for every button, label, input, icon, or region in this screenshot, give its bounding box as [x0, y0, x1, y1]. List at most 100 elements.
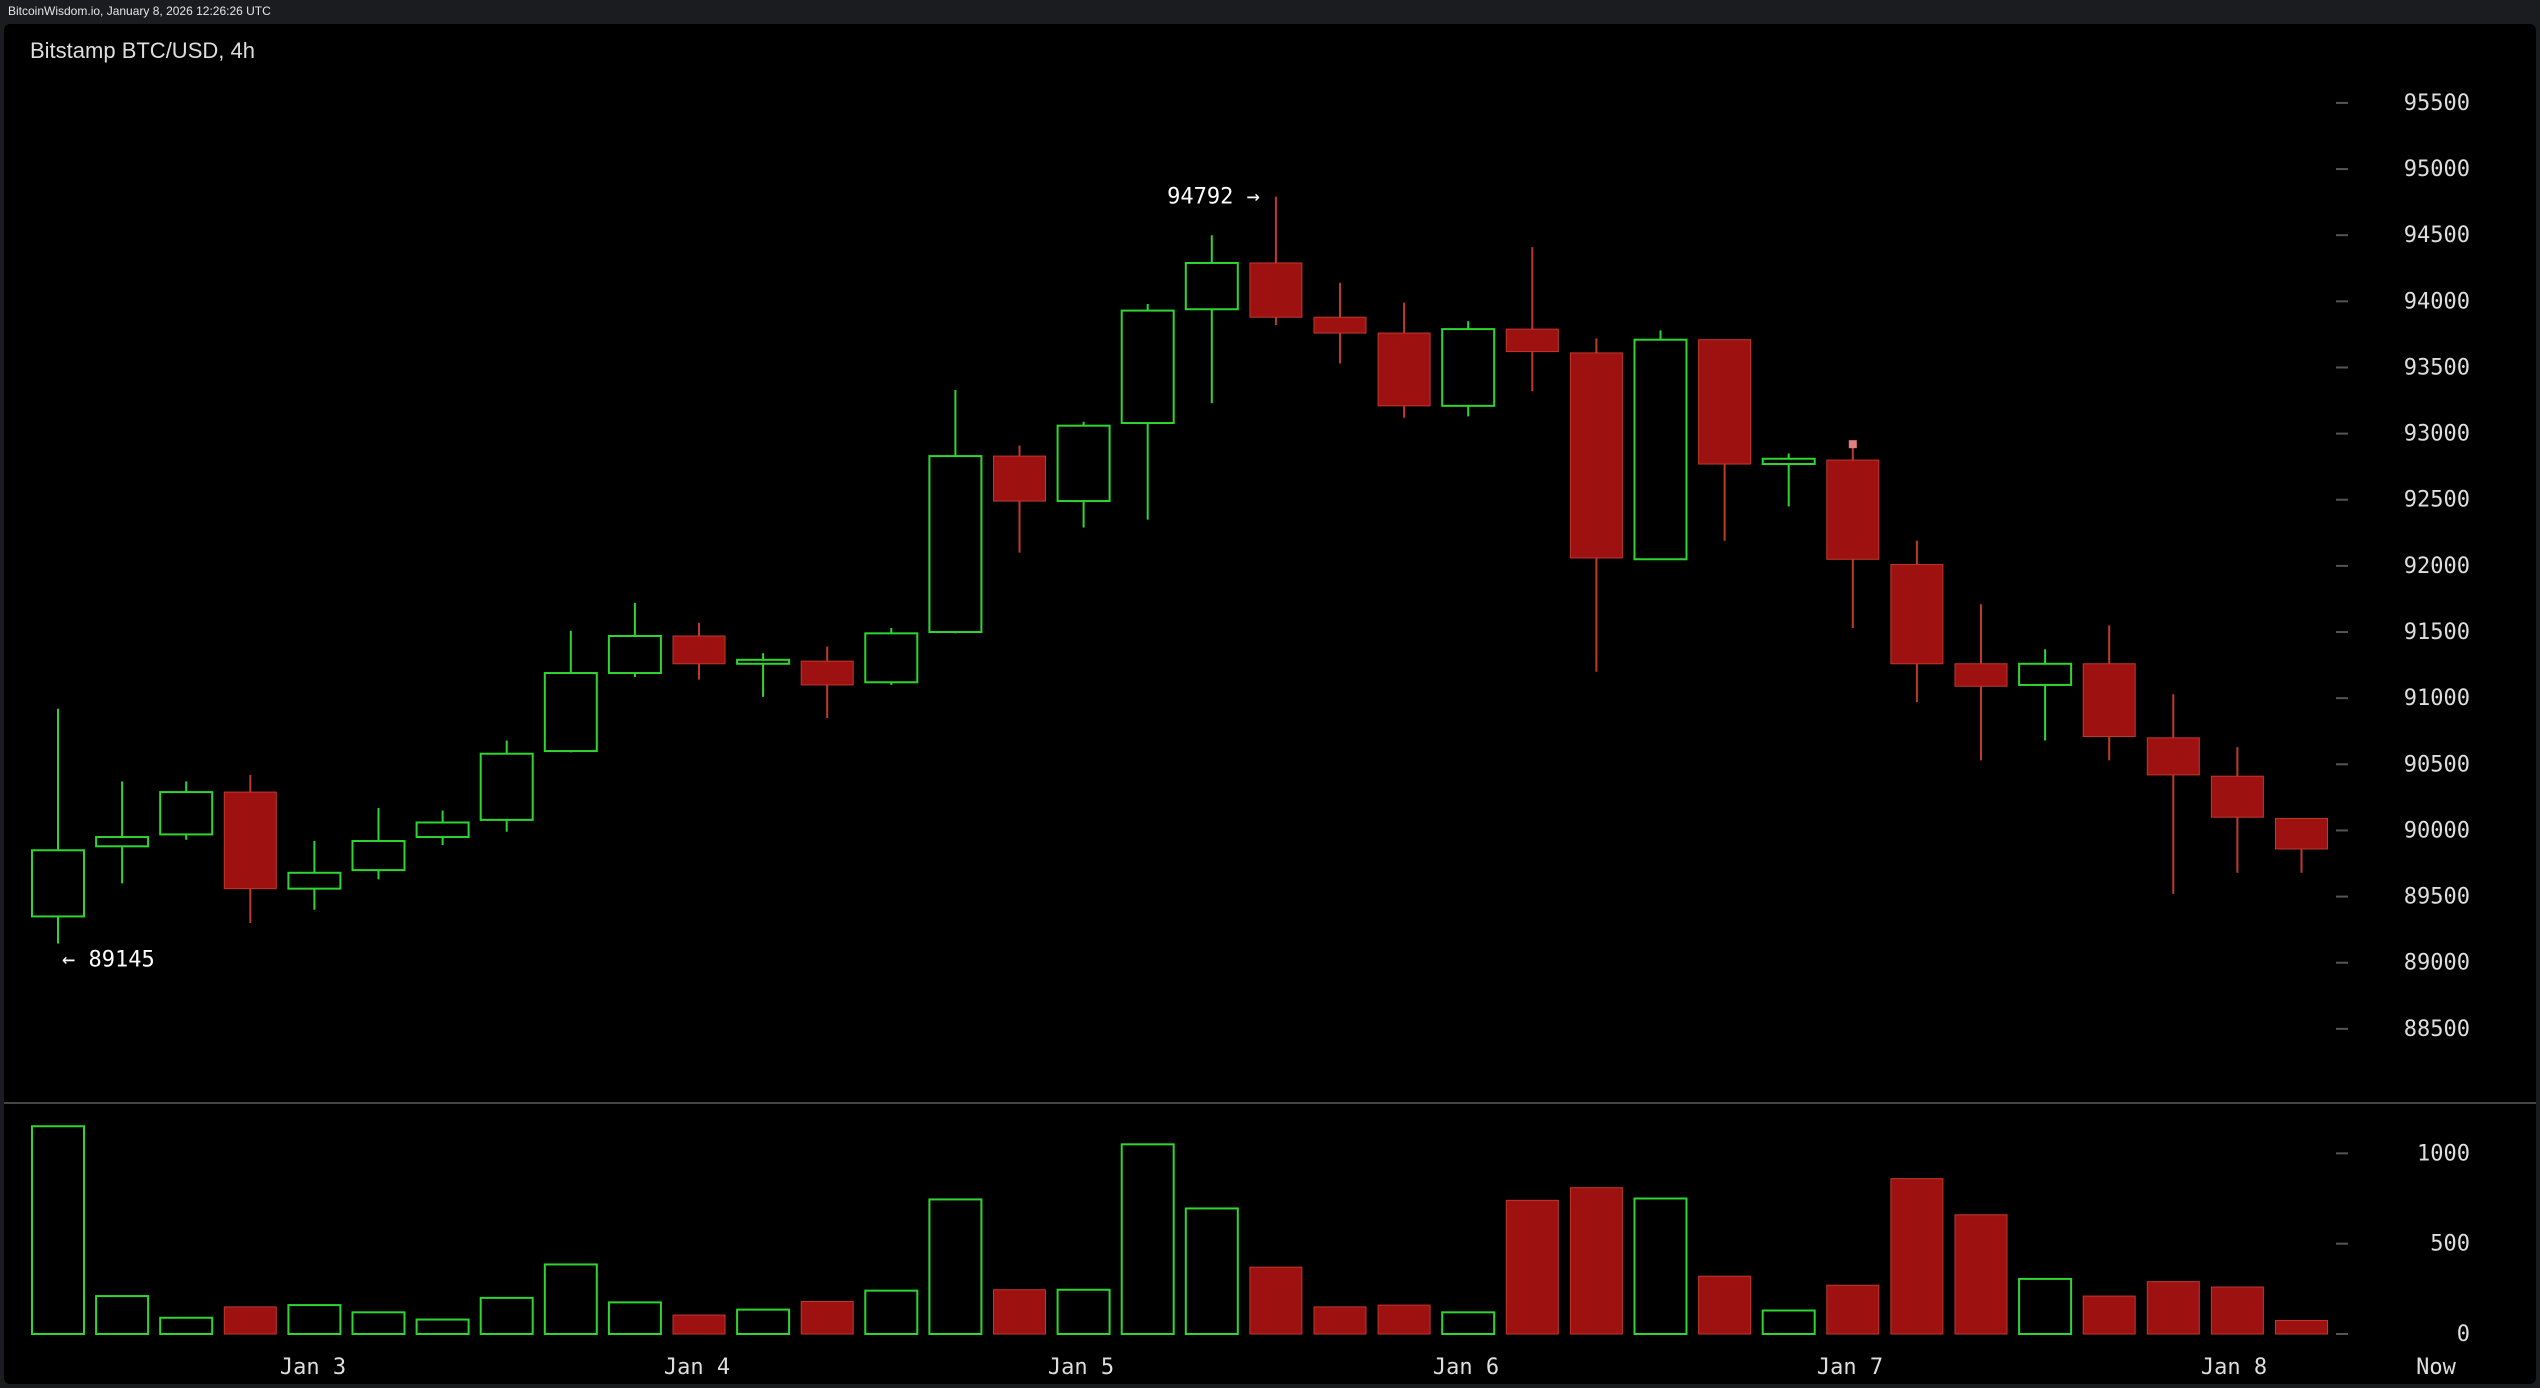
candle-up	[1441, 321, 1496, 417]
price-tick-label: 89000	[2404, 951, 2470, 976]
candle-up	[287, 841, 342, 910]
volume-bar-up	[95, 1295, 150, 1336]
candle-down	[1313, 282, 1367, 364]
candle-body	[1249, 262, 1303, 318]
price-tick-label: 92500	[2404, 488, 2470, 513]
marker-dot	[1848, 440, 1857, 449]
candle-up	[1761, 453, 1816, 507]
volume-bar-up	[1761, 1309, 1816, 1335]
candle-body	[1633, 338, 1688, 561]
candles-layer	[31, 196, 2328, 944]
price-tick-label: 90000	[2404, 818, 2470, 843]
candle-down	[1698, 339, 1752, 541]
candle-down	[1377, 302, 1431, 418]
candle-up	[31, 708, 85, 944]
volume-bar-up	[543, 1263, 598, 1336]
time-axis-label: Jan 5	[1048, 1355, 1114, 1380]
candle-up	[543, 630, 598, 753]
candle-body	[415, 821, 470, 839]
volume-bar-up	[351, 1311, 406, 1336]
volume-tick-label: 500	[2430, 1232, 2470, 1257]
candle-body	[1505, 328, 1559, 353]
price-tick-label: 92000	[2404, 554, 2470, 579]
price-tick-label: 91500	[2404, 620, 2470, 645]
candle-body	[928, 455, 983, 634]
volume-tick-label: 0	[2457, 1322, 2470, 1347]
volume-bar-up	[1120, 1143, 1175, 1336]
candle-up	[1633, 330, 1688, 561]
candle-up	[1120, 303, 1175, 520]
candle-down	[223, 774, 277, 924]
candle-up	[415, 810, 470, 845]
volume-bar-up	[607, 1301, 662, 1335]
volume-bar-up	[736, 1308, 791, 1336]
price-tick-label: 88500	[2404, 1017, 2470, 1042]
candle-body	[1698, 339, 1752, 465]
volume-bar-down	[2082, 1295, 2136, 1335]
candle-body	[159, 791, 214, 836]
volume-bar-up	[31, 1125, 85, 1335]
price-tick-label: 94000	[2404, 289, 2470, 314]
candle-body	[351, 840, 406, 872]
chart-title: Bitstamp BTC/USD, 4h	[30, 38, 255, 63]
volume-bar-up	[864, 1289, 919, 1335]
time-axis-label: Jan 8	[2201, 1355, 2267, 1380]
volume-bar-down	[2210, 1286, 2264, 1335]
candle-body	[672, 635, 726, 665]
candle-body	[2275, 818, 2328, 850]
candle-body	[223, 791, 277, 890]
candle-body	[95, 836, 150, 848]
candle-down	[1249, 196, 1303, 326]
volume-bar-up	[1184, 1207, 1239, 1336]
candle-down	[672, 622, 726, 680]
price-tick-label: 90500	[2404, 752, 2470, 777]
volume-bar-up	[415, 1318, 470, 1335]
candle-down	[993, 445, 1046, 553]
candle-up	[95, 781, 150, 884]
site-info-text: BitcoinWisdom.io, January 8, 2026 12:26:…	[8, 4, 271, 18]
candle-body	[479, 752, 534, 821]
candle-down	[2146, 694, 2200, 894]
volume-bars-layer	[31, 1125, 2328, 1336]
volume-bar-down	[800, 1300, 854, 1335]
candle-body	[1761, 457, 1816, 466]
candle-body	[1441, 328, 1496, 407]
candle-up	[928, 389, 983, 634]
candle-body	[1184, 261, 1239, 311]
volume-bar-up	[928, 1198, 983, 1335]
volume-bar-down	[1505, 1199, 1559, 1335]
candle-up	[1056, 421, 1111, 528]
candle-body	[543, 672, 598, 753]
candle-down	[1890, 540, 1944, 703]
volume-bar-up	[2018, 1277, 2073, 1335]
volume-bar-up	[1441, 1311, 1496, 1336]
volume-bar-down	[1890, 1178, 1944, 1335]
annotations-layer: 94792 → ← 89145	[62, 185, 1857, 973]
candle-body	[1313, 316, 1367, 334]
volume-bar-down	[1377, 1304, 1431, 1335]
candle-body	[1954, 663, 2008, 687]
volume-bar-up	[159, 1316, 214, 1336]
volume-bar-up	[1633, 1197, 1688, 1335]
price-tick-label: 94500	[2404, 223, 2470, 248]
candle-down	[1569, 338, 1623, 672]
volume-bar-down	[1954, 1214, 2008, 1335]
candle-up	[479, 740, 534, 832]
price-tick-label: 93000	[2404, 422, 2470, 447]
candle-down	[1826, 446, 1880, 629]
candle-body	[2082, 663, 2136, 738]
price-axis: 88500 89000 89500 90000 90500 91000 91500 92000…	[2336, 91, 2470, 1042]
candle-down	[2082, 625, 2136, 761]
candle-body	[2146, 737, 2200, 776]
candle-body	[1890, 564, 1944, 665]
candle-down	[1505, 247, 1559, 392]
price-tick-label: 89500	[2404, 885, 2470, 910]
candle-body	[736, 658, 791, 665]
time-axis-label: Now	[2416, 1355, 2456, 1380]
chart-background	[4, 24, 2536, 1384]
candle-up	[607, 602, 662, 677]
candle-up	[159, 781, 214, 840]
volume-bar-down	[2275, 1319, 2328, 1335]
volume-bar-down	[993, 1289, 1046, 1335]
